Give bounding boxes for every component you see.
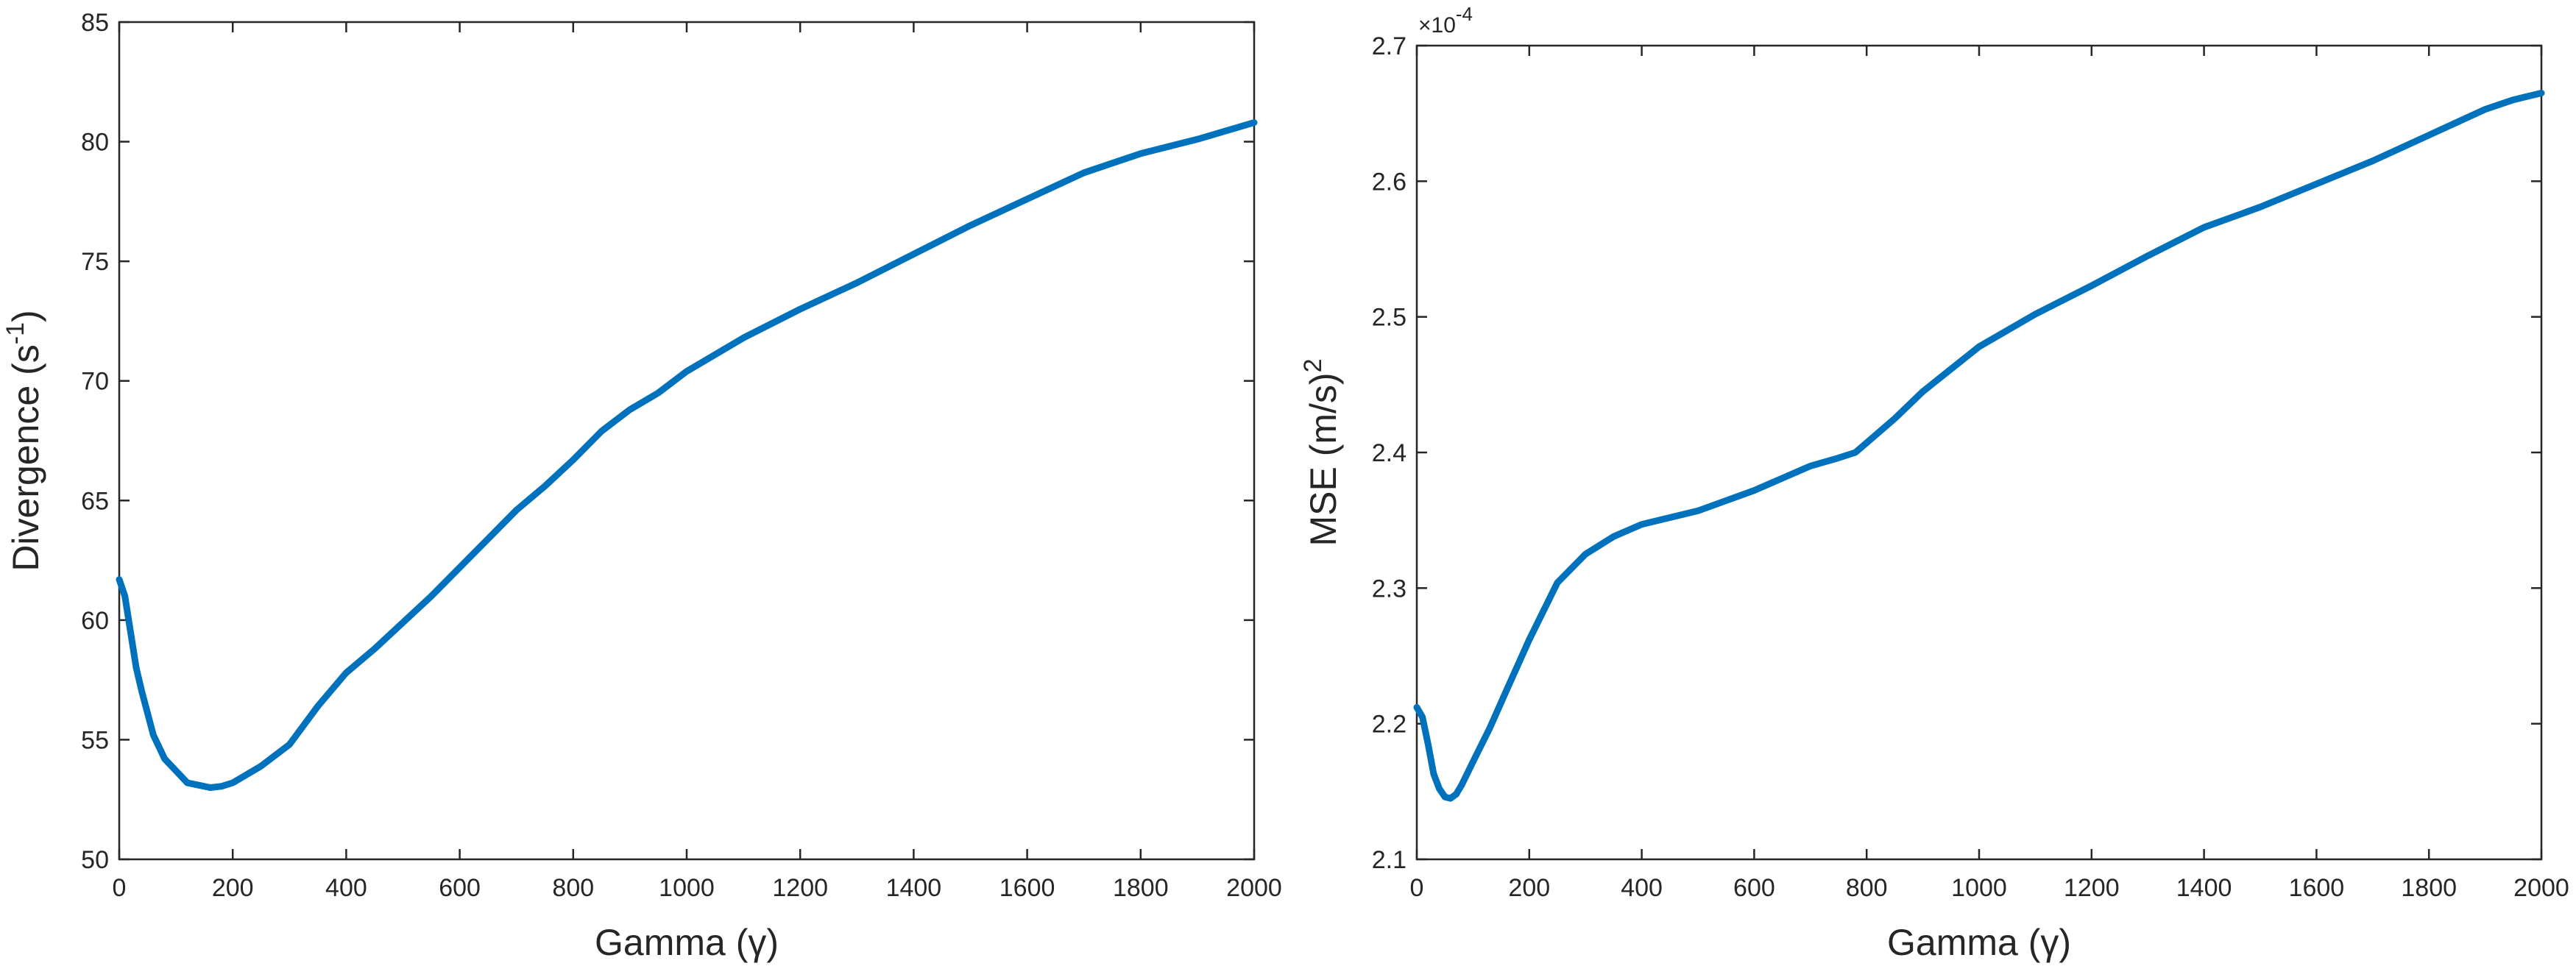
x-tick-label: 1800	[2401, 874, 2457, 902]
y-tick-label: 55	[81, 726, 109, 754]
y-axis-label-tail: )	[5, 310, 46, 322]
axis-exponent: ×10-4	[1418, 3, 1473, 38]
x-tick-label: 2000	[1226, 874, 1282, 902]
y-tick-label: 2.2	[1372, 711, 1406, 739]
y-tick-label: 65	[81, 487, 109, 515]
y-tick-label: 50	[81, 846, 109, 874]
y-axis-label: Divergence (s-1)	[1, 310, 46, 571]
y-tick-label: 2.6	[1372, 168, 1406, 196]
y-tick-label: 2.7	[1372, 32, 1406, 60]
x-tick-label: 1200	[772, 874, 828, 902]
y-axis-label: MSE (m/s)2	[1299, 358, 1344, 546]
x-tick-label: 400	[325, 874, 367, 902]
y-axis-label-superscript: 2	[1299, 358, 1327, 372]
x-tick-label: 600	[439, 874, 481, 902]
x-axis-label: Gamma (γ)	[1887, 922, 2071, 963]
y-tick-label: 2.4	[1372, 439, 1406, 467]
x-tick-label: 2000	[2513, 874, 2569, 902]
y-tick-label: 80	[81, 129, 109, 157]
y-tick-label: 2.1	[1372, 846, 1406, 874]
x-tick-label: 800	[1846, 874, 1888, 902]
axis-exponent-base: ×10	[1418, 13, 1456, 38]
y-axis-label-main: Divergence (s	[5, 344, 46, 571]
x-tick-label: 1400	[2176, 874, 2232, 902]
series-line	[1413, 90, 2545, 802]
x-tick-label: 600	[1733, 874, 1775, 902]
series-line	[116, 119, 1258, 791]
plot-frame	[1415, 44, 2543, 861]
axis-exponent-power: -4	[1456, 3, 1473, 25]
x-axis-label: Gamma (γ)	[595, 922, 779, 963]
y-tick-label: 75	[81, 248, 109, 276]
y-tick-label: 70	[81, 368, 109, 396]
x-tick-label: 1000	[659, 874, 715, 902]
y-tick-label: 85	[81, 9, 109, 37]
x-tick-label: 1800	[1113, 874, 1169, 902]
y-tick-label: 60	[81, 607, 109, 635]
x-tick-label: 200	[1508, 874, 1550, 902]
x-tick-label: 1400	[886, 874, 942, 902]
plot-frame	[118, 21, 1256, 861]
y-axis-label-main: MSE (m/s)	[1303, 372, 1344, 546]
divergence-plot: 0 200 400 600 800 1000 1200 1400 1600 1800 2000 50 5…	[1, 9, 1282, 963]
x-tick-label: 1600	[2289, 874, 2345, 902]
x-tick-label: 1600	[999, 874, 1055, 902]
x-tick-label: 0	[113, 874, 127, 902]
x-tick-label: 800	[552, 874, 594, 902]
x-tick-label: 1000	[1951, 874, 2007, 902]
y-tick-label: 2.3	[1372, 575, 1406, 603]
x-tick-label: 400	[1621, 874, 1663, 902]
x-tick-label: 200	[212, 874, 254, 902]
x-tick-label: 1200	[2064, 874, 2120, 902]
y-tick-label: 2.5	[1372, 304, 1406, 332]
mse-plot: 0 200 400 600 800 1000 1200 1400 1600 1800 2000 2.1…	[1299, 3, 2569, 963]
y-axis-label-superscript: -1	[1, 322, 29, 344]
x-tick-label: 0	[1410, 874, 1424, 902]
